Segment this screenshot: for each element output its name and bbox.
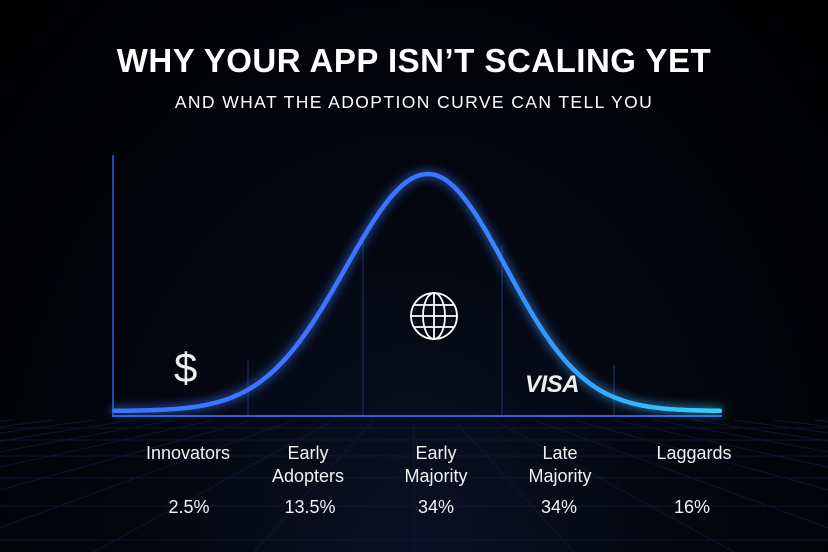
globe-icon bbox=[410, 292, 458, 340]
label-line: Majority bbox=[404, 466, 468, 486]
grid-line bbox=[533, 419, 828, 529]
grid-line bbox=[0, 419, 175, 453]
segment-percent: 34% bbox=[540, 497, 578, 517]
label-line: Early bbox=[287, 443, 329, 463]
segment-label-early-adopters: Early Adopters bbox=[238, 442, 378, 488]
label-line: Laggards bbox=[656, 443, 732, 463]
label-line: Majority bbox=[528, 466, 592, 486]
segment-percent: 13.5% bbox=[284, 497, 336, 517]
segment-percent: 2.5% bbox=[168, 497, 210, 517]
grid-line bbox=[573, 419, 828, 491]
grid-line bbox=[93, 419, 335, 552]
page-title: WHY YOUR APP ISN’T SCALING YET bbox=[116, 42, 712, 79]
grid-line bbox=[0, 419, 255, 491]
grid-line bbox=[493, 419, 735, 552]
segment-label-laggards: Laggards bbox=[624, 442, 764, 465]
bell-curve bbox=[111, 171, 723, 414]
dollar-icon: $ bbox=[174, 344, 198, 391]
grid-line bbox=[253, 419, 375, 552]
page-subtitle: AND WHAT THE ADOPTION CURVE CAN TELL YOU bbox=[174, 92, 654, 112]
segment-label-late-majority: Late Majority bbox=[490, 442, 630, 488]
grid-line bbox=[453, 419, 575, 552]
grid-line bbox=[653, 419, 828, 453]
label-line: Innovators bbox=[145, 443, 231, 463]
segment-percent: 16% bbox=[673, 497, 711, 517]
segment-label-innovators: Innovators bbox=[118, 442, 258, 465]
visa-logo: VISA bbox=[525, 371, 580, 398]
grid-line bbox=[0, 419, 295, 529]
segment-percent: 34% bbox=[417, 497, 455, 517]
grid-line bbox=[613, 419, 828, 468]
label-line: Early bbox=[415, 443, 457, 463]
perspective-grid bbox=[0, 419, 828, 552]
grid-line bbox=[0, 419, 215, 468]
segment-label-early-majority: Early Majority bbox=[366, 442, 506, 488]
label-line: Adopters bbox=[271, 466, 345, 486]
label-line: Late bbox=[542, 443, 578, 463]
